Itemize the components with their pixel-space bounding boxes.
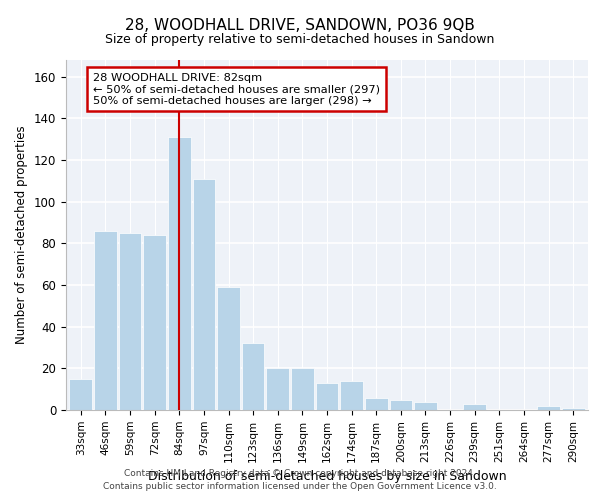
Bar [340,381,363,410]
Bar [562,408,584,410]
Bar [463,404,486,410]
Bar [217,287,240,410]
Bar [70,379,92,410]
Text: Contains HM Land Registry data © Crown copyright and database right 2024.: Contains HM Land Registry data © Crown c… [124,469,476,478]
Bar [168,137,191,410]
Bar [119,233,142,410]
Bar [94,231,117,410]
Bar [537,406,560,410]
Bar [291,368,314,410]
Text: 28 WOODHALL DRIVE: 82sqm
← 50% of semi-detached houses are smaller (297)
50% of : 28 WOODHALL DRIVE: 82sqm ← 50% of semi-d… [93,72,380,106]
Bar [266,368,289,410]
Bar [365,398,388,410]
Y-axis label: Number of semi-detached properties: Number of semi-detached properties [16,126,28,344]
X-axis label: Distribution of semi-detached houses by size in Sandown: Distribution of semi-detached houses by … [148,470,506,483]
Bar [242,344,265,410]
Bar [316,383,338,410]
Bar [389,400,412,410]
Text: Contains public sector information licensed under the Open Government Licence v3: Contains public sector information licen… [103,482,497,491]
Bar [414,402,437,410]
Bar [143,235,166,410]
Text: 28, WOODHALL DRIVE, SANDOWN, PO36 9QB: 28, WOODHALL DRIVE, SANDOWN, PO36 9QB [125,18,475,32]
Text: Size of property relative to semi-detached houses in Sandown: Size of property relative to semi-detach… [106,32,494,46]
Bar [193,179,215,410]
